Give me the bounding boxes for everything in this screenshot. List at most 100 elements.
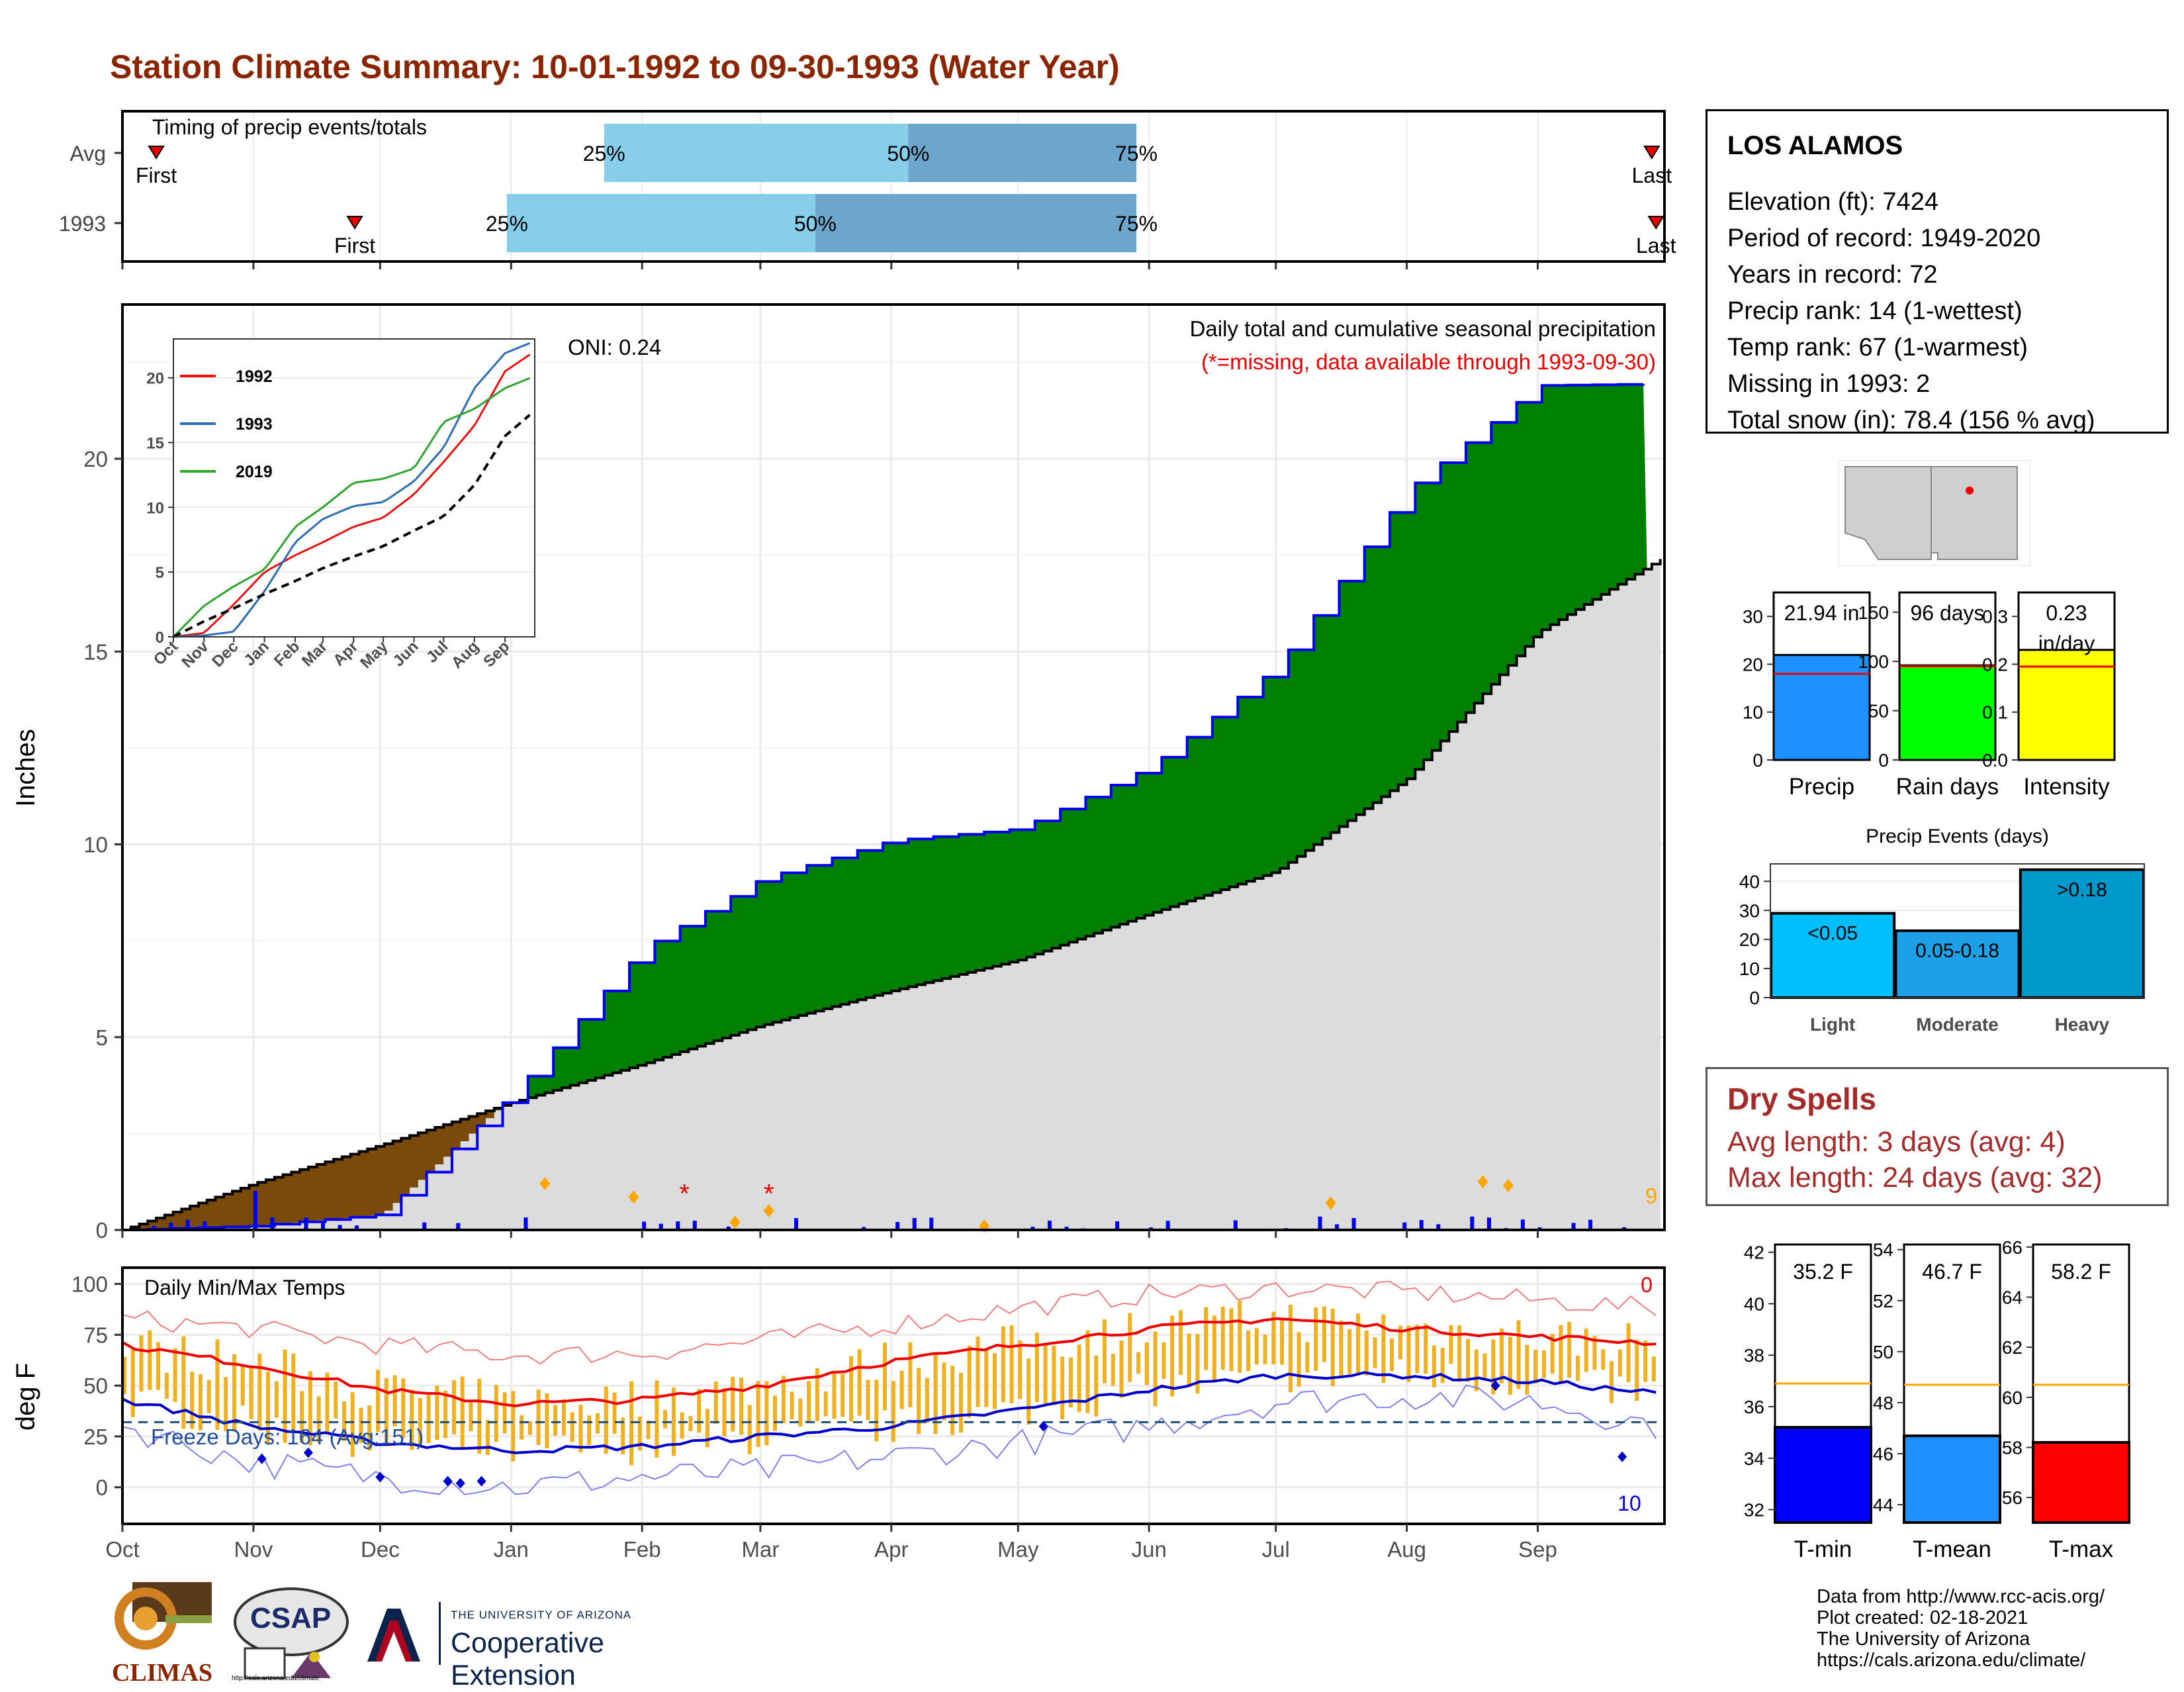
daily-temp-bar	[553, 1405, 558, 1436]
dry-spells-avg: Avg length: 3 days (avg: 4)	[1727, 1126, 2066, 1158]
daily-temp-bar	[976, 1337, 980, 1407]
daily-temp-bar	[1271, 1311, 1276, 1365]
daily-precip-bar	[726, 1226, 731, 1230]
daily-temp-bar	[418, 1397, 422, 1445]
daily-temp-bar	[1601, 1349, 1606, 1370]
events-category-label: Heavy	[2055, 1014, 2110, 1035]
daily-temp-bar	[713, 1382, 718, 1424]
daily-temp-bar	[350, 1392, 355, 1457]
daily-temp-bar	[857, 1349, 862, 1416]
daily-temp-bar	[933, 1353, 938, 1434]
daily-precip-bar	[1335, 1224, 1340, 1230]
daily-temp-bar	[536, 1389, 541, 1445]
daily-temp-bar	[993, 1353, 997, 1409]
summary-bar-y-tick-label: 0	[1878, 750, 1889, 771]
temp-y-tick-label: 0	[96, 1476, 108, 1500]
daily-precip-bar	[692, 1220, 697, 1230]
ua-cooperative-extension-logo: THE UNIVERSITY OF ARIZONA Cooperative Ex…	[361, 1602, 731, 1691]
daily-temp-bar	[426, 1395, 431, 1443]
daily-precip-bar	[338, 1225, 342, 1230]
daily-temp-bar	[545, 1393, 549, 1448]
daily-temp-bar	[190, 1372, 195, 1429]
daily-precip-bar	[304, 1217, 308, 1230]
timing-row-label: Avg	[69, 142, 106, 165]
dry-spells-box: Dry Spells Avg length: 3 days (avg: 4) M…	[1706, 1067, 2169, 1206]
timing-bar-q25-q50	[604, 124, 909, 182]
daily-temp-bar	[815, 1368, 819, 1421]
daily-temp-bar	[883, 1342, 887, 1411]
record-low-marker	[303, 1447, 313, 1458]
temp-summary-bar	[1774, 1426, 1872, 1524]
climas-logo: CLIMAS	[106, 1582, 218, 1687]
main-y-tick-label: 20	[83, 447, 108, 471]
daily-temp-bar	[1322, 1306, 1326, 1362]
daily-temp-bar	[527, 1421, 532, 1435]
daily-precip-bar	[1470, 1216, 1475, 1230]
daily-precip-bar	[1115, 1221, 1120, 1230]
timing-first-label: First	[136, 164, 177, 187]
daily-temp-bar	[308, 1371, 312, 1446]
daily-precip-bar	[1520, 1219, 1525, 1230]
temp-y-tick-label: 100	[71, 1272, 108, 1297]
climas-emblem-icon	[114, 1582, 212, 1650]
temp-summary-bar-category-label: T-min	[1794, 1536, 1852, 1562]
daily-temp-bar	[1398, 1325, 1402, 1360]
record-low-marker	[257, 1453, 267, 1464]
daily-temp-bar	[739, 1378, 743, 1435]
main-y-tick-label: 15	[83, 639, 108, 664]
daily-temp-bar	[807, 1381, 811, 1423]
month-tick-label: Feb	[623, 1537, 661, 1562]
daily-temp-bar	[1567, 1321, 1572, 1378]
dry-spells-title: Dry Spells	[1727, 1082, 1876, 1116]
temp-y-tick-label: 25	[83, 1425, 108, 1449]
temp-y-axis-label: deg F	[11, 1363, 40, 1431]
main-caption: Daily total and cumulative seasonal prec…	[1190, 316, 1656, 341]
events-y-tick-label: 20	[1739, 929, 1760, 950]
daily-temp-bar	[646, 1421, 651, 1440]
summary-bar-category-label: Rain days	[1896, 774, 1999, 800]
temp-summary-bar-value-label: 35.2 F	[1793, 1260, 1853, 1284]
daily-precip-bar	[185, 1219, 190, 1230]
inset-y-tick-label: 0	[156, 629, 164, 647]
daily-temp-bar	[1508, 1337, 1512, 1395]
main-y-tick-label: 10	[83, 833, 108, 857]
daily-temp-bar	[1390, 1338, 1394, 1372]
summary-bar-y-tick-label: 30	[1743, 606, 1763, 627]
daily-temp-bar	[604, 1386, 608, 1454]
csap-logo-url: http://cals.arizona.edu/climate	[232, 1675, 320, 1682]
daily-precip-bar	[456, 1223, 461, 1230]
heavy-event-marker	[539, 1177, 551, 1191]
daily-temp-bar	[1651, 1356, 1656, 1382]
page-title: Station Climate Summary: 10-01-1992 to 0…	[110, 48, 1120, 85]
daily-temp-bar	[1246, 1330, 1251, 1372]
credits: Data from http://www.rcc-acis.org/ Plot …	[1817, 1586, 2105, 1671]
daily-precip-bar	[321, 1222, 326, 1230]
month-tick-label: Sep	[1518, 1537, 1557, 1562]
daily-temp-bar	[173, 1348, 177, 1402]
timing-bar-q50-q75	[908, 124, 1137, 182]
temp-summary-bar-value-label: 46.7 F	[1922, 1260, 1982, 1284]
station-details: Elevation (ft): 7424 Period of record: 19…	[1727, 184, 2095, 439]
month-tick-label: Apr	[874, 1537, 908, 1562]
daily-temp-bar	[1364, 1331, 1369, 1376]
timing-last-marker	[1643, 146, 1661, 160]
daily-temp-bar	[215, 1339, 220, 1431]
inset-legend-label: 2019	[236, 463, 273, 481]
month-tick-label: Nov	[234, 1537, 273, 1562]
temp-summary-bar-y-tick-label: 40	[1744, 1293, 1764, 1314]
daily-temp-bar	[1204, 1307, 1208, 1370]
daily-temp-bar	[122, 1356, 126, 1394]
daily-temp-bar	[942, 1362, 946, 1421]
inset-y-tick-label: 10	[146, 499, 164, 517]
inset-frame	[173, 338, 535, 637]
summary-bar	[2017, 649, 2116, 761]
daily-temp-bar	[1575, 1355, 1580, 1381]
daily-temp-bar	[257, 1354, 262, 1431]
daily-temp-bar	[1136, 1352, 1141, 1374]
daily-temp-bar	[1170, 1315, 1175, 1397]
daily-precip-bar	[676, 1221, 680, 1230]
heavy-event-marker	[1477, 1175, 1488, 1189]
timing-frame	[121, 110, 1666, 263]
inset-y-tick-label: 20	[146, 370, 164, 388]
average-min-line	[122, 1371, 1657, 1454]
